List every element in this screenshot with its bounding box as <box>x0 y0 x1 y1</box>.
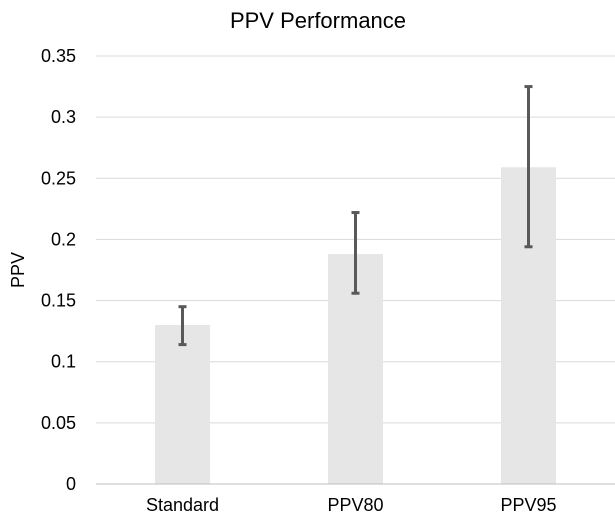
y-tick-label: 0.15 <box>41 291 76 311</box>
y-axis-ticks: 0 0.05 0.1 0.15 0.2 0.25 0.3 0.35 <box>41 46 76 494</box>
error-bars <box>178 85 533 347</box>
chart-title: PPV Performance <box>230 8 406 33</box>
y-tick-label: 0 <box>66 474 76 494</box>
y-tick-label: 0.1 <box>51 352 76 372</box>
x-axis-ticks: Standard PPV80 PPV95 <box>146 495 557 515</box>
error-bar-ppv80 <box>351 211 360 295</box>
y-axis-title: PPV <box>8 252 28 288</box>
error-bar-standard <box>178 305 187 347</box>
x-tick-label-ppv95: PPV95 <box>500 495 556 515</box>
y-tick-label: 0.35 <box>41 46 76 66</box>
bar-standard <box>155 325 210 484</box>
x-tick-label-ppv80: PPV80 <box>327 495 383 515</box>
x-tick-label-standard: Standard <box>146 495 219 515</box>
y-tick-label: 0.2 <box>51 229 76 249</box>
y-tick-label: 0.25 <box>41 168 76 188</box>
error-bar-ppv95 <box>524 85 533 249</box>
y-tick-label: 0.05 <box>41 413 76 433</box>
y-tick-label: 0.3 <box>51 107 76 127</box>
